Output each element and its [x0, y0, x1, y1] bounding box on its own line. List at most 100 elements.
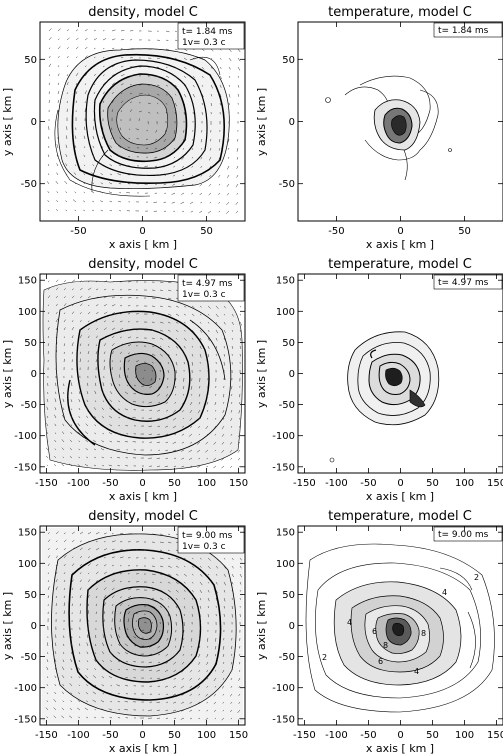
velocity-arrow: [129, 101, 133, 104]
velocity-arrow: [215, 597, 218, 602]
velocity-arrow: [190, 201, 194, 205]
velocity-arrow: [79, 555, 83, 559]
velocity-arrow: [69, 456, 73, 459]
velocity-arrow: [175, 385, 177, 389]
x-tick-label: 100: [455, 730, 474, 741]
velocity-arrow: [165, 677, 169, 680]
velocity-arrow: [78, 716, 81, 719]
velocity-arrow: [183, 565, 186, 568]
velocity-arrow: [85, 423, 89, 427]
velocity-arrow: [62, 683, 65, 687]
velocity-arrow: [48, 82, 51, 86]
velocity-arrow: [183, 557, 186, 560]
velocity-arrow: [100, 448, 105, 451]
velocity-arrow: [221, 425, 225, 430]
velocity-arrow: [83, 164, 86, 167]
velocity-arrow: [191, 645, 193, 648]
velocity-arrow: [230, 717, 233, 720]
velocity-arrow: [219, 66, 222, 70]
velocity-arrow: [111, 91, 114, 95]
velocity-arrow: [189, 701, 193, 704]
velocity-arrow: [159, 581, 162, 583]
velocity-arrow: [71, 326, 75, 331]
velocity-arrow: [135, 620, 138, 623]
x-tick-label: 100: [455, 478, 474, 489]
velocity-arrow: [167, 305, 172, 308]
velocity-arrow: [133, 384, 137, 387]
velocity-arrow: [125, 669, 129, 671]
x-axis-label: x axis [ km ]: [366, 490, 434, 503]
panel-title: temperature, model C: [328, 257, 472, 272]
velocity-arrow: [56, 163, 59, 167]
velocity-arrow: [206, 465, 209, 468]
velocity-arrow: [100, 163, 104, 167]
velocity-arrow: [163, 165, 167, 168]
velocity-arrow: [156, 465, 161, 467]
velocity-arrow: [61, 666, 65, 671]
velocity-arrow: [47, 163, 50, 167]
velocity-arrow: [238, 441, 241, 444]
contour-label: 8: [421, 629, 426, 638]
x-tick-label: 50: [200, 226, 213, 237]
x-tick-label: -150: [293, 730, 316, 741]
velocity-arrow: [172, 183, 176, 186]
velocity-arrow: [159, 353, 163, 357]
velocity-arrow: [129, 48, 134, 50]
y-ticks: -150 -100 -50 0 50 100 150: [14, 528, 245, 725]
velocity-arrow: [79, 547, 83, 551]
velocity-arrow: [95, 359, 97, 363]
velocity-arrow: [231, 565, 234, 569]
velocity-arrow: [175, 557, 180, 560]
velocity-arrows: [46, 28, 241, 214]
velocity-arrow: [46, 642, 49, 647]
velocity-arrow: [79, 295, 83, 299]
velocity-arrow: [214, 645, 217, 650]
velocity-arrow: [55, 336, 57, 339]
velocity-arrow: [84, 90, 87, 95]
velocity-arrow: [111, 595, 115, 599]
velocity-arrow: [163, 210, 167, 212]
velocity-arrow: [111, 351, 114, 355]
velocity-arrow: [199, 305, 202, 308]
contour-field: [42, 279, 243, 471]
velocity-arrow: [103, 571, 107, 575]
velocity-arrow: [236, 192, 239, 195]
velocity-arrow: [120, 110, 122, 113]
y-tick-label: -50: [21, 179, 37, 190]
velocity-arrow: [183, 305, 187, 308]
velocity-arrow: [120, 74, 125, 77]
velocity-arrow: [78, 676, 81, 679]
velocity-arrow: [183, 393, 185, 396]
velocity-arrow: [173, 156, 176, 159]
velocity-arrow: [175, 581, 179, 585]
velocity-arrow: [229, 693, 233, 697]
velocity-arrow: [175, 353, 178, 356]
velocity-arrow: [183, 337, 187, 342]
velocity-arrow: [165, 57, 169, 60]
velocity-arrow: [167, 549, 170, 551]
x-tick-label: -100: [67, 478, 90, 489]
velocity-arrow: [125, 417, 129, 419]
panel-density-2: density, model C t= 4.97 ms 1v= 0.3 c -1…: [1, 257, 248, 503]
velocity-arrow: [75, 82, 78, 86]
velocity-arrow: [153, 201, 158, 203]
velocity-arrow: [102, 100, 105, 104]
velocity-arrow: [95, 351, 98, 355]
contour-field: [42, 528, 243, 723]
x-tick-label: 150: [229, 730, 248, 741]
velocity-arrow: [86, 668, 89, 671]
velocity-arrow: [210, 93, 213, 97]
velocity-arrow: [159, 605, 163, 608]
time-label: t= 9.00 ms: [438, 530, 489, 540]
velocity-arrow: [199, 321, 202, 324]
velocity-arrow: [231, 589, 234, 593]
velocity-arrow: [167, 533, 171, 535]
velocity-arrow: [87, 579, 91, 583]
velocity-arrow: [102, 634, 105, 639]
velocity-arrow: [157, 425, 161, 428]
velocity-arrow: [151, 621, 153, 624]
velocity-arrow: [238, 669, 241, 672]
velocity-arrow: [149, 385, 153, 389]
velocity-arrow: [92, 699, 97, 703]
velocity-arrow: [46, 716, 49, 719]
